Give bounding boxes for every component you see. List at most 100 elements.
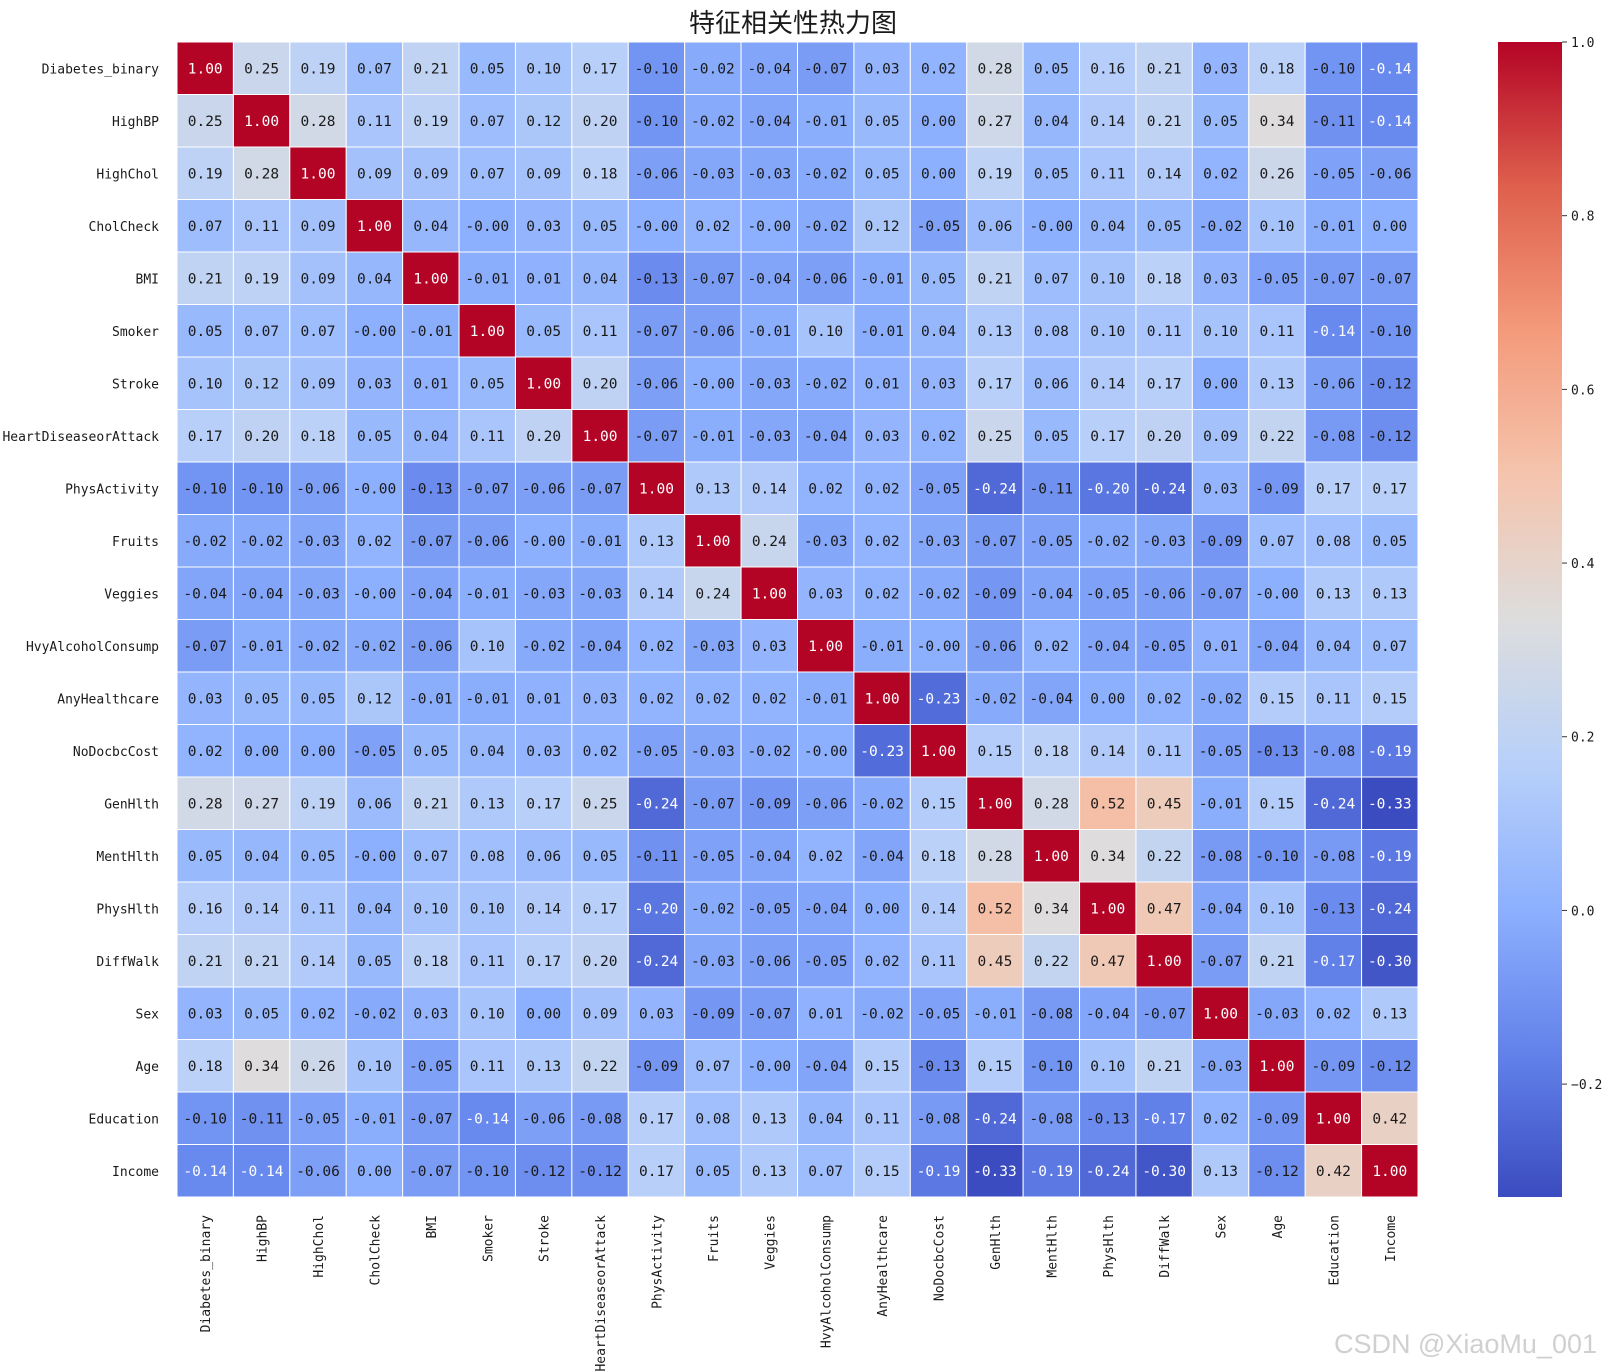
- heatmap-cell: [627, 251, 686, 305]
- heatmap-cell-value: -0.08: [1312, 744, 1356, 760]
- heatmap-cell-value: 0.01: [526, 271, 561, 287]
- heatmap-cell-value: 0.17: [639, 1164, 674, 1180]
- heatmap-cell: [289, 199, 347, 253]
- heatmap-cell: [627, 986, 686, 1040]
- y-tick-label: Stroke: [112, 377, 159, 392]
- heatmap-cell-value: -0.08: [1312, 849, 1356, 865]
- heatmap-cell-value: -0.01: [1199, 796, 1243, 812]
- heatmap-cell-value: -0.07: [747, 1006, 791, 1022]
- heatmap-cell-value: -0.14: [1312, 324, 1356, 340]
- heatmap-cell: [740, 146, 798, 200]
- heatmap-cell: [289, 829, 347, 883]
- heatmap-cell: [1135, 1039, 1193, 1093]
- heatmap-cell: [1191, 829, 1250, 883]
- heatmap-cell-value: 0.02: [1034, 639, 1069, 655]
- heatmap-cell-value: -0.01: [465, 691, 509, 707]
- heatmap-cell-value: 1.00: [752, 586, 787, 602]
- heatmap-cell: [909, 671, 968, 725]
- heatmap-cell-value: -0.04: [804, 1059, 848, 1075]
- heatmap-cell: [740, 934, 798, 988]
- heatmap-cell-value: 0.05: [357, 429, 392, 445]
- heatmap-cell-value: -0.05: [1086, 586, 1130, 602]
- heatmap-cell-value: -0.01: [804, 691, 848, 707]
- heatmap-cell-value: 0.05: [921, 271, 956, 287]
- heatmap-cell-value: 0.12: [526, 114, 561, 130]
- heatmap-cell-value: 0.02: [808, 849, 843, 865]
- heatmap-cell-value: 0.03: [526, 744, 561, 760]
- heatmap-cell-value: -0.03: [296, 586, 340, 602]
- heatmap-cell-value: -0.01: [409, 324, 453, 340]
- x-tick-label: HvyAlcoholConsump: [820, 1215, 835, 1348]
- heatmap-cell-value: -0.04: [804, 429, 848, 445]
- heatmap-cell-value: -0.00: [691, 376, 735, 392]
- heatmap-cell: [402, 566, 460, 620]
- heatmap-cell-value: -0.01: [691, 429, 735, 445]
- heatmap-cell: [232, 986, 291, 1040]
- heatmap-cell-value: 0.03: [865, 429, 900, 445]
- heatmap-cell-value: 0.26: [1260, 166, 1295, 182]
- heatmap-cell-value: 0.07: [1260, 534, 1295, 550]
- heatmap-cell: [909, 94, 968, 148]
- heatmap-cell: [853, 514, 911, 568]
- heatmap-cell-value: -0.06: [691, 324, 735, 340]
- heatmap-cell-value: 0.09: [301, 219, 336, 235]
- heatmap-cell: [232, 461, 291, 515]
- heatmap-cell-value: -0.05: [804, 954, 848, 970]
- heatmap-cell: [1304, 1039, 1363, 1093]
- heatmap-cell: [571, 1144, 629, 1198]
- heatmap-cell: [909, 566, 968, 620]
- heatmap-cell-value: -0.04: [747, 114, 791, 130]
- heatmap-cell-value: 0.21: [1147, 114, 1182, 130]
- heatmap-cell: [1079, 461, 1137, 515]
- heatmap-cell: [289, 251, 347, 305]
- x-tick-label: PhysActivity: [650, 1215, 665, 1309]
- heatmap-cell-value: 0.05: [1203, 114, 1238, 130]
- heatmap-cell-value: 0.22: [1147, 849, 1182, 865]
- heatmap-cell-value: 0.02: [188, 744, 223, 760]
- heatmap-cell-value: -0.13: [1255, 744, 1299, 760]
- heatmap-cell-value: 0.25: [583, 796, 618, 812]
- heatmap-cell: [684, 724, 742, 778]
- heatmap-cell-value: -0.10: [635, 114, 679, 130]
- heatmap-cell-value: -0.07: [409, 1164, 453, 1180]
- heatmap-cell-value: 1.00: [1203, 1006, 1238, 1022]
- heatmap-cell: [402, 146, 460, 200]
- heatmap-cell-value: 1.00: [639, 481, 674, 497]
- heatmap-cell: [1135, 41, 1193, 95]
- heatmap-cell-value: 1.00: [357, 219, 392, 235]
- heatmap-cell-value: -0.20: [1086, 481, 1130, 497]
- y-tick-label: Fruits: [112, 535, 159, 550]
- heatmap-cell: [797, 461, 855, 515]
- heatmap-cell-value: -0.24: [973, 481, 1017, 497]
- heatmap-cell: [1135, 94, 1193, 148]
- heatmap-cell-value: -0.24: [1086, 1164, 1130, 1180]
- heatmap-cell-value: -0.01: [465, 586, 509, 602]
- y-tick-label: MentHlth: [96, 850, 159, 865]
- heatmap-cell-value: -0.02: [296, 639, 340, 655]
- heatmap-cell: [797, 986, 855, 1040]
- heatmap-cell: [1022, 619, 1081, 673]
- y-tick-label: Education: [89, 1112, 159, 1127]
- heatmap-cell-value: -0.05: [635, 744, 679, 760]
- heatmap-cell-value: 0.12: [244, 376, 279, 392]
- heatmap-cell: [1361, 41, 1419, 95]
- heatmap-cell-value: 0.03: [921, 376, 956, 392]
- y-tick-label: HighChol: [96, 167, 159, 182]
- heatmap-cell-value: 0.21: [188, 954, 223, 970]
- heatmap-cell: [1361, 304, 1419, 358]
- heatmap-cell: [345, 1144, 404, 1198]
- heatmap-cell-value: 1.00: [526, 376, 561, 392]
- heatmap-cell: [1079, 1144, 1137, 1198]
- heatmap-cell-value: -0.00: [917, 639, 961, 655]
- heatmap-cell: [740, 1144, 798, 1198]
- watermark-text: CSDN @XiaoMu_001: [1333, 1329, 1597, 1359]
- heatmap-cell: [232, 776, 291, 830]
- colorbar-tick-label: −0.2: [1571, 1078, 1602, 1093]
- heatmap-cell: [458, 356, 516, 410]
- heatmap-cell: [627, 1039, 686, 1093]
- heatmap-cell-value: 0.06: [977, 219, 1012, 235]
- heatmap-cell-value: -0.06: [804, 271, 848, 287]
- heatmap-cell: [1248, 356, 1306, 410]
- heatmap-cell-value: 0.00: [1372, 219, 1407, 235]
- heatmap-cell-value: 0.42: [1316, 1164, 1351, 1180]
